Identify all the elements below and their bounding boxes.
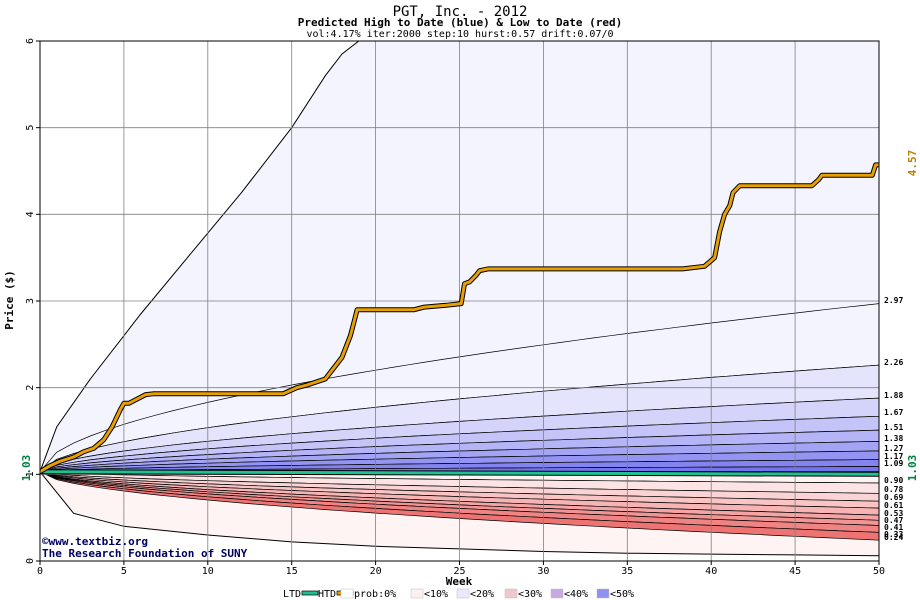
- low-level-label: 0.33: [884, 530, 903, 539]
- low-level-label: 0.90: [884, 476, 903, 485]
- low-level-label: 0.41: [884, 523, 903, 532]
- end-high-label: 4.57: [906, 150, 919, 177]
- x-tick-label: 15: [286, 566, 298, 577]
- high-level-label: 1.17: [884, 452, 903, 461]
- lower-envelope-line: [40, 471, 879, 557]
- chart-params: vol:4.17% iter:2000 step:10 hurst:0.57 d…: [306, 29, 613, 40]
- high-level-label: 1.38: [884, 434, 903, 443]
- legend-item-label: <50%: [610, 589, 634, 600]
- legend-color-swatch: [596, 588, 610, 599]
- plot-area: 0 5 10 15 20 25 30 35 40 45 5001234562.972.261.881…: [25, 38, 903, 577]
- low-level-label: 0.69: [884, 493, 903, 502]
- start-price-label: 1.03: [20, 455, 33, 482]
- y-tick-label: 4: [25, 211, 36, 217]
- low-level-label: 0.53: [884, 509, 903, 518]
- x-tick-label: 50: [873, 566, 885, 577]
- upper-envelope-line: [40, 41, 360, 472]
- y-axis-label: Price ($): [3, 270, 16, 330]
- legend-item-label: prob:0%: [354, 589, 396, 600]
- x-tick-label: 40: [705, 566, 717, 577]
- high-level-label: 1.67: [884, 408, 903, 417]
- end-low-label: 1.03: [906, 455, 919, 482]
- legend-color-swatch: [410, 588, 424, 599]
- y-tick-label: 3: [25, 298, 36, 304]
- high-level-label: 1.88: [884, 391, 903, 400]
- htd-line: [40, 163, 879, 473]
- low-level-label: 0.78: [884, 485, 903, 494]
- x-tick-label: 10: [202, 566, 214, 577]
- high-level-label: 2.26: [884, 358, 903, 367]
- low-level-label: 0.47: [884, 516, 903, 525]
- x-tick-label: 30: [537, 566, 549, 577]
- low-level-label: 0.24: [884, 533, 903, 542]
- x-tick-label: 25: [453, 566, 465, 577]
- high-level-label: 2.97: [884, 296, 903, 305]
- legend-color-swatch: [340, 588, 354, 599]
- low-level-label: 0.61: [884, 501, 903, 510]
- x-tick-label: 5: [121, 566, 127, 577]
- x-tick-label: 20: [370, 566, 382, 577]
- credit-line-2: The Research Foundation of SUNY: [42, 547, 248, 560]
- y-tick-label: 1: [25, 471, 36, 477]
- high-level-label: 1.09: [884, 459, 903, 468]
- x-tick-label: 0: [37, 566, 43, 577]
- high-level-label: 1.27: [884, 444, 903, 453]
- legend-item-label: <30%: [518, 589, 542, 600]
- legend: LTD HTD prob:0% <10% <20% <30% <40% <50%: [283, 588, 634, 600]
- ltd-line: [40, 470, 879, 476]
- legend-color-swatch: [550, 588, 564, 599]
- legend-line-swatch: [301, 590, 319, 596]
- legend-color-swatch: [504, 588, 518, 599]
- credit-line-1: ©www.textbiz.org: [42, 535, 148, 548]
- legend-item-label: <10%: [424, 589, 448, 600]
- y-tick-label: 5: [25, 125, 36, 131]
- y-tick-label: 2: [25, 385, 36, 391]
- legend-item-label: <40%: [564, 589, 588, 600]
- chart-title: PGT, Inc. - 2012: [393, 4, 528, 20]
- y-tick-label: 0: [25, 558, 36, 564]
- chart-subtitle: Predicted High to Date (blue) & Low to D…: [298, 16, 623, 29]
- legend-item-label: HTD: [318, 589, 336, 600]
- x-tick-label: 35: [621, 566, 633, 577]
- plot-content: [40, 41, 879, 561]
- x-tick-label: 45: [789, 566, 801, 577]
- y-tick-label: 6: [25, 38, 36, 44]
- legend-color-swatch: [456, 588, 470, 599]
- legend-item-label: LTD: [283, 589, 301, 600]
- high-level-label: 1.51: [884, 423, 903, 432]
- x-axis-label: Week: [446, 575, 473, 588]
- legend-item-label: <20%: [470, 589, 494, 600]
